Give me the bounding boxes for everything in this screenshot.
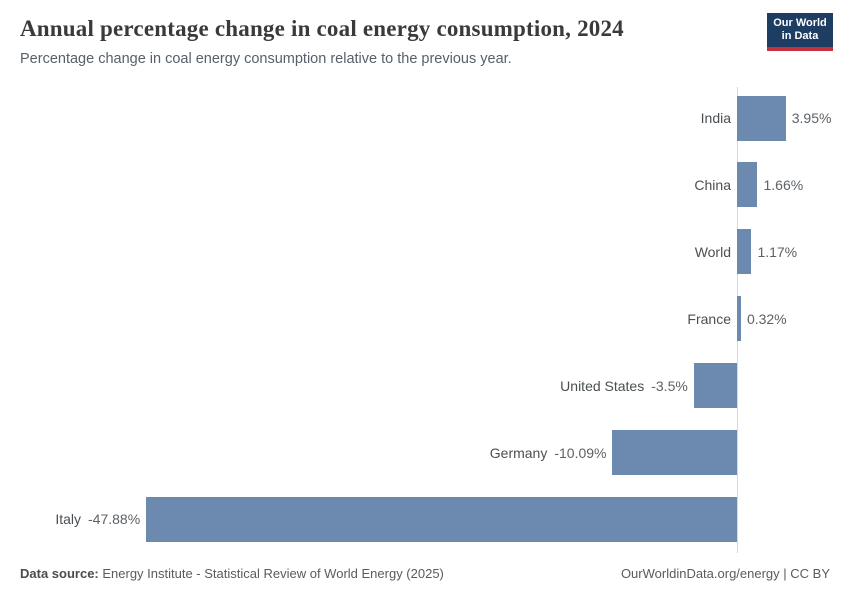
bar[interactable] <box>737 95 786 141</box>
owid-logo[interactable]: Our World in Data <box>767 13 833 51</box>
value-label: -10.09% <box>554 444 607 461</box>
bar[interactable] <box>612 430 737 475</box>
bar[interactable] <box>737 296 741 342</box>
bar[interactable] <box>737 229 752 275</box>
country-label: France <box>687 310 731 327</box>
bar-row: Italy -47.88% <box>0 496 850 542</box>
bar[interactable] <box>693 363 737 409</box>
bar-row: India 3.95% <box>0 95 850 141</box>
data-source: Data source: Energy Institute - Statisti… <box>20 566 444 581</box>
bar-row: France 0.32% <box>0 296 850 342</box>
owid-logo-line1: Our World <box>773 16 827 29</box>
chart-subtitle: Percentage change in coal energy consump… <box>20 51 512 67</box>
value-label: -47.88% <box>88 511 141 528</box>
value-label: 1.66% <box>763 176 804 193</box>
data-source-text: Energy Institute - Statistical Review of… <box>98 566 444 581</box>
bar-label-group: Germany -10.09% <box>490 430 607 475</box>
value-label: -3.5% <box>651 377 688 394</box>
data-source-label: Data source: <box>20 566 99 581</box>
country-label: Germany <box>489 444 548 461</box>
country-label: World <box>694 243 731 260</box>
country-label: India <box>700 110 731 126</box>
bar-label-group: United States -3.5% <box>560 363 688 408</box>
credit-link[interactable]: OurWorldinData.org/energy | CC BY <box>620 566 830 581</box>
chart-title: Annual percentage change in coal energy … <box>20 16 624 41</box>
country-label: United States <box>560 377 645 394</box>
bar-row: Germany -10.09% <box>0 430 850 475</box>
bar-label-group: Italy -47.88% <box>55 497 140 542</box>
country-label: China <box>694 176 731 193</box>
bar[interactable] <box>146 496 737 542</box>
value-label: 1.17% <box>757 243 798 260</box>
value-label: 3.95% <box>791 110 832 126</box>
value-label: 0.32% <box>746 310 787 327</box>
bar[interactable] <box>737 162 758 208</box>
bar-row: World 1.17% <box>0 229 850 275</box>
bar-row: China 1.66% <box>0 162 850 208</box>
bar-row: United States -3.5% <box>0 363 850 409</box>
owid-logo-line2: in Data <box>781 30 819 42</box>
country-label: Italy <box>55 511 82 528</box>
chart-footer: Data source: Energy Institute - Statisti… <box>20 566 830 581</box>
